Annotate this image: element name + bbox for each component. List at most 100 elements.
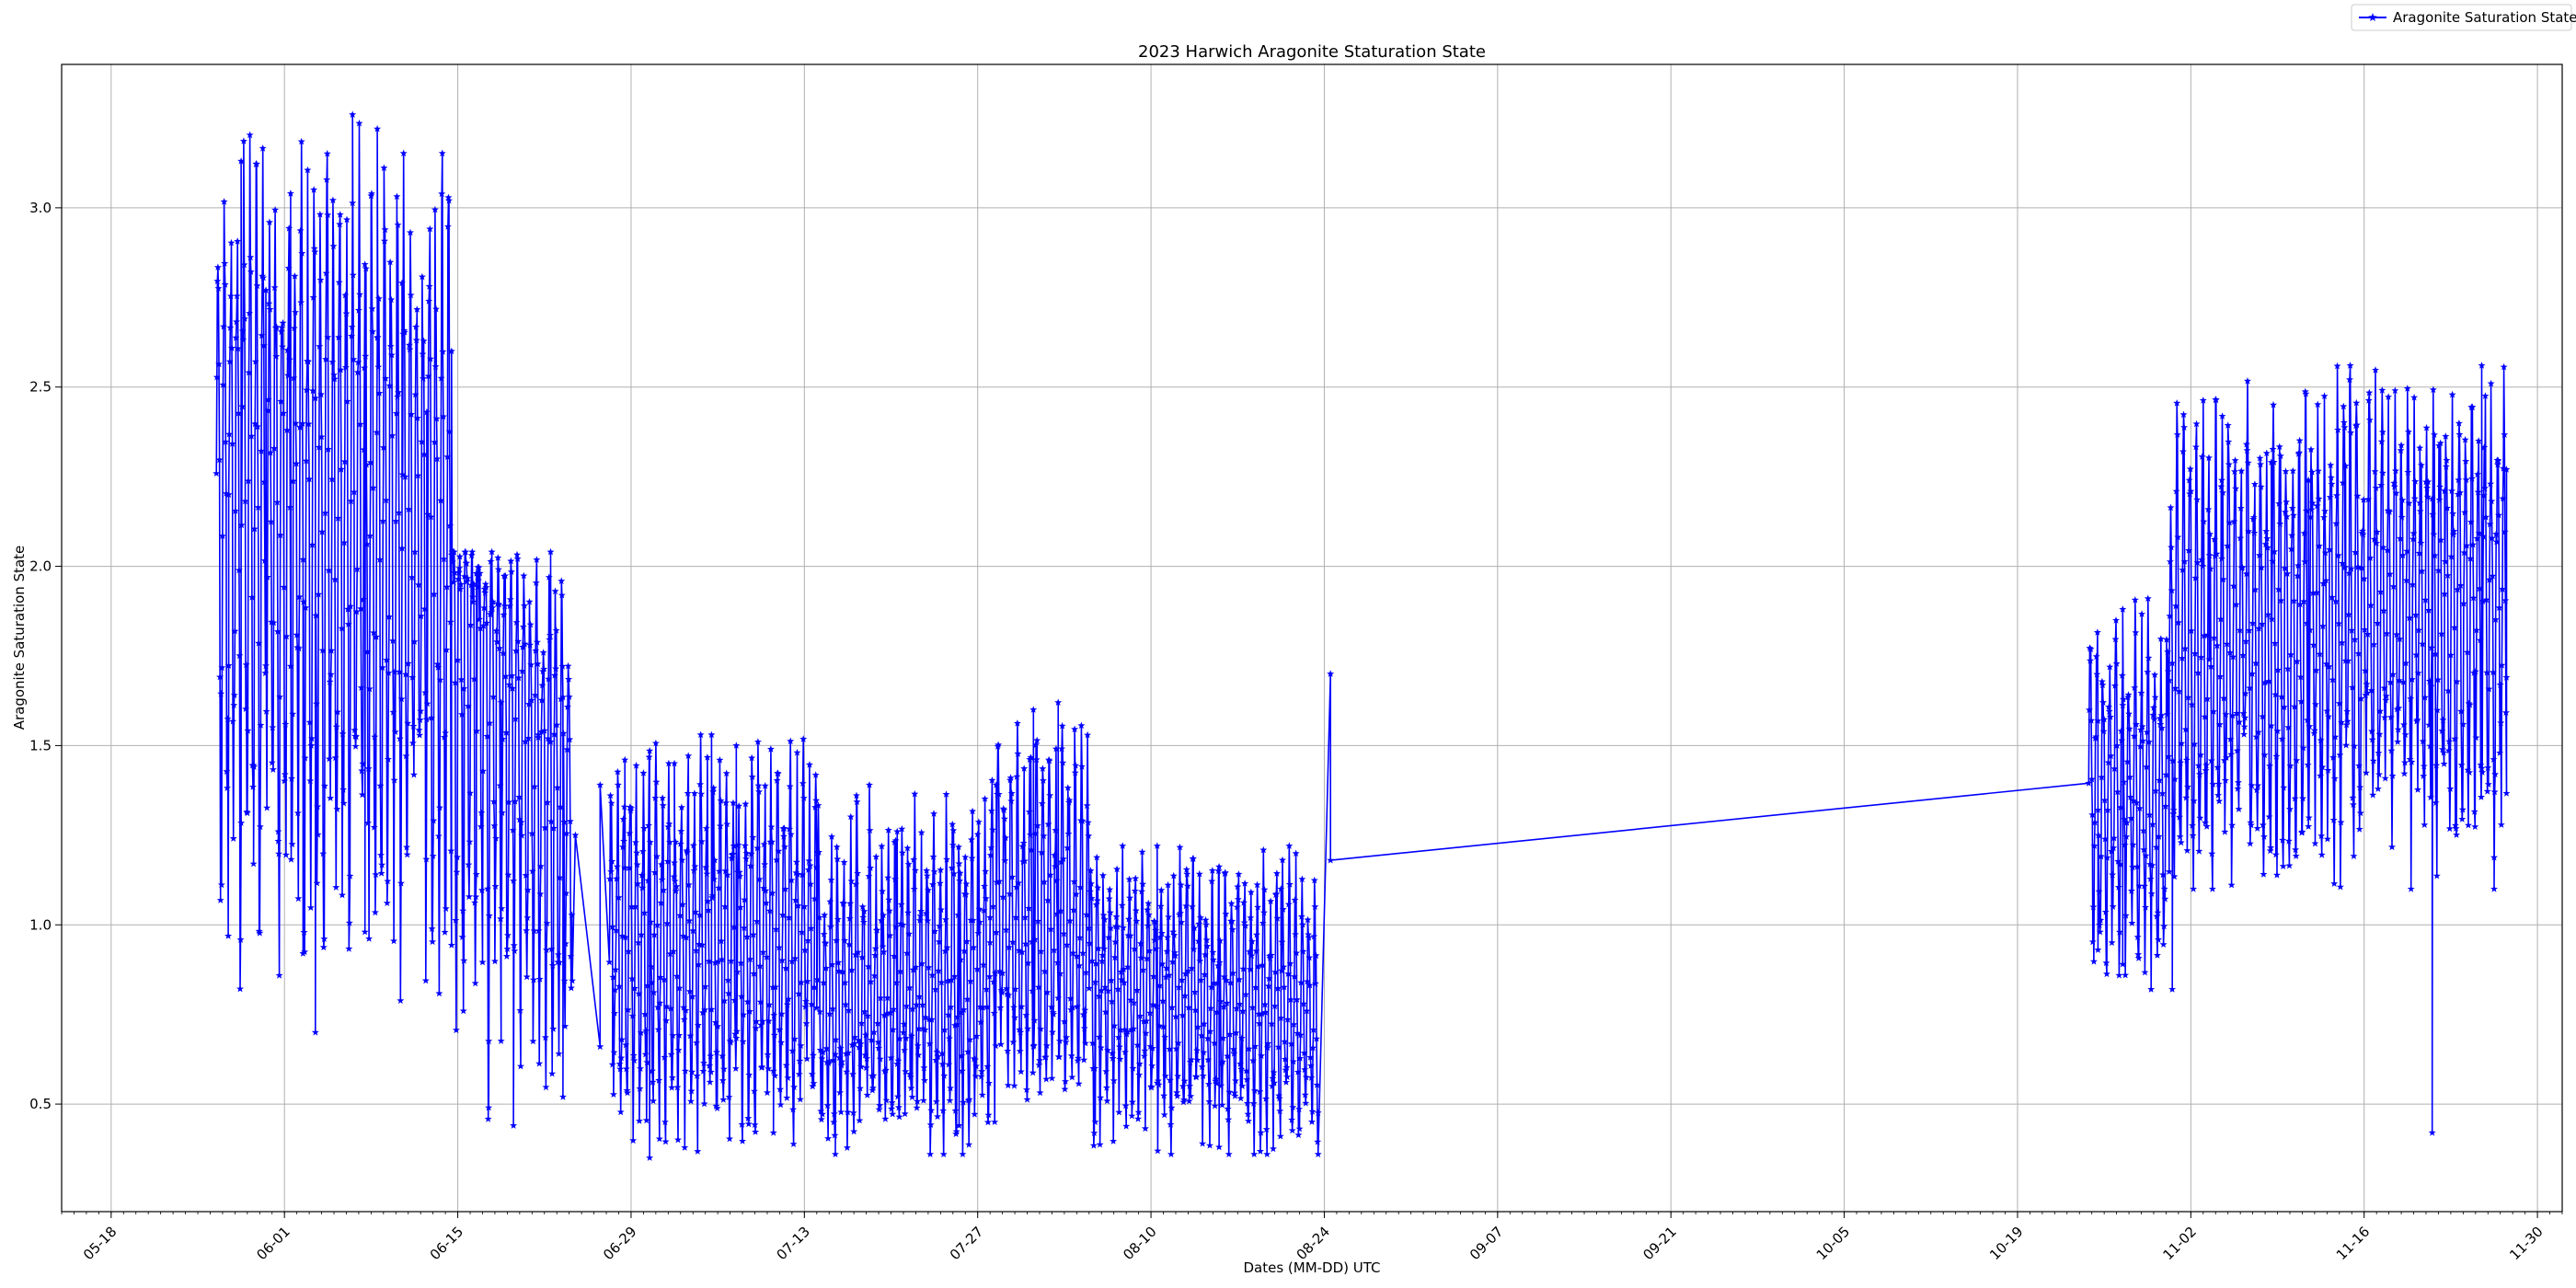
data-point <box>2369 791 2377 799</box>
data-point <box>387 295 396 304</box>
data-point <box>2364 397 2373 404</box>
data-point <box>470 580 477 588</box>
data-point <box>852 880 860 888</box>
data-point <box>668 1084 676 1091</box>
data-point <box>713 1048 720 1056</box>
data-point <box>2120 777 2128 786</box>
data-point <box>2462 476 2470 484</box>
data-point <box>2224 542 2232 549</box>
data-point <box>1169 871 1178 880</box>
data-point <box>730 799 737 807</box>
data-point <box>538 681 546 689</box>
data-point <box>749 834 757 841</box>
data-point <box>2323 834 2331 843</box>
data-point <box>954 911 962 919</box>
data-point <box>2417 461 2425 469</box>
data-point <box>2158 789 2167 797</box>
data-point <box>434 663 443 671</box>
data-point <box>2274 666 2283 673</box>
data-point <box>1271 1078 1279 1087</box>
data-point <box>904 860 913 868</box>
data-point <box>2131 684 2139 691</box>
data-point <box>730 842 738 849</box>
data-point <box>1117 968 1125 975</box>
data-point <box>233 317 241 326</box>
data-point <box>2160 922 2168 930</box>
data-point <box>952 1130 960 1137</box>
data-point <box>1039 776 1047 784</box>
data-point <box>1240 899 1248 906</box>
data-point <box>817 1107 825 1115</box>
data-point <box>2334 426 2342 433</box>
data-point <box>2283 569 2292 577</box>
data-point <box>920 1064 928 1072</box>
data-point <box>391 728 399 735</box>
data-point <box>1097 1094 1105 1101</box>
data-point <box>1050 946 1058 954</box>
data-point <box>2116 928 2123 936</box>
data-point <box>2142 851 2150 859</box>
data-point <box>2252 659 2260 667</box>
data-point <box>546 636 554 643</box>
data-point <box>2311 839 2319 847</box>
data-point <box>1086 888 1094 895</box>
data-point <box>416 716 424 723</box>
data-point <box>2305 476 2313 484</box>
data-point <box>811 894 819 903</box>
data-point <box>222 438 230 445</box>
data-point <box>987 844 995 851</box>
data-point <box>534 660 542 668</box>
data-point <box>1268 1019 1276 1028</box>
data-point <box>1140 1052 1148 1060</box>
data-point <box>2112 616 2120 624</box>
data-point <box>488 547 496 556</box>
data-point <box>883 994 891 1002</box>
data-point <box>782 964 790 972</box>
data-point <box>1061 1085 1069 1093</box>
data-point <box>2478 597 2487 604</box>
data-point <box>2333 362 2341 370</box>
data-point <box>2199 397 2207 404</box>
data-point <box>1260 885 1269 893</box>
data-point <box>1118 902 1126 909</box>
data-point <box>943 943 951 951</box>
data-point <box>526 640 535 649</box>
data-point <box>764 1051 772 1058</box>
data-point <box>1060 1018 1068 1025</box>
data-point <box>2133 799 2141 807</box>
data-point <box>841 978 849 986</box>
data-point <box>320 782 328 789</box>
data-point <box>2123 757 2132 765</box>
data-point <box>2205 655 2214 663</box>
data-point <box>2304 761 2312 768</box>
data-point <box>2201 713 2209 720</box>
data-point <box>715 884 723 891</box>
data-point <box>777 1039 786 1046</box>
data-point <box>914 1041 922 1050</box>
data-point <box>837 1061 845 1069</box>
data-point <box>999 892 1007 901</box>
data-point <box>824 1134 833 1142</box>
data-point <box>931 985 939 993</box>
data-point <box>309 293 317 301</box>
data-point <box>343 215 351 224</box>
data-point <box>499 649 507 657</box>
data-point <box>629 1052 638 1059</box>
data-point <box>748 753 756 762</box>
data-point <box>791 954 799 962</box>
data-point <box>382 374 390 382</box>
data-point <box>2181 644 2190 652</box>
data-point <box>1085 924 1093 932</box>
data-point <box>369 484 377 491</box>
data-point <box>1206 1141 1213 1149</box>
data-point <box>1197 976 1205 983</box>
data-point <box>1238 1082 1247 1089</box>
data-point <box>1246 948 1254 955</box>
data-point <box>1233 903 1241 911</box>
data-point <box>332 722 340 730</box>
data-point <box>318 528 327 535</box>
data-point <box>1028 937 1036 946</box>
data-point <box>507 557 515 565</box>
data-point <box>2291 702 2298 710</box>
data-point <box>1017 1067 1025 1075</box>
